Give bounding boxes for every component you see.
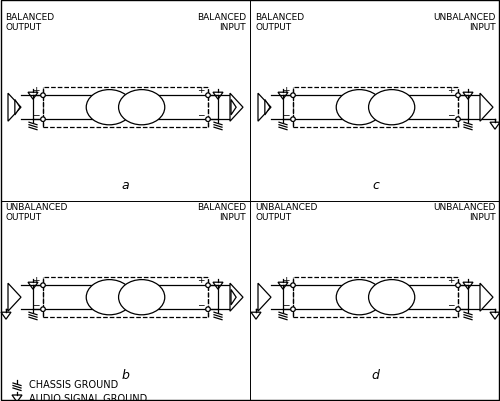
Circle shape xyxy=(456,94,460,98)
Polygon shape xyxy=(265,100,270,115)
Circle shape xyxy=(40,94,46,98)
Text: −: − xyxy=(448,300,455,308)
Text: −: − xyxy=(197,300,205,308)
Circle shape xyxy=(40,283,46,288)
Polygon shape xyxy=(258,284,271,312)
Text: b: b xyxy=(122,368,130,381)
Text: UNBALANCED
OUTPUT: UNBALANCED OUTPUT xyxy=(255,203,318,222)
Text: c: c xyxy=(372,178,379,192)
Text: d: d xyxy=(372,368,380,381)
Text: −: − xyxy=(32,300,40,308)
Circle shape xyxy=(206,117,210,122)
Polygon shape xyxy=(231,100,236,115)
Text: −: − xyxy=(197,110,205,119)
Text: +: + xyxy=(32,275,40,284)
Circle shape xyxy=(206,307,210,312)
Circle shape xyxy=(456,307,460,312)
Bar xyxy=(293,88,458,128)
Bar xyxy=(43,88,208,128)
Polygon shape xyxy=(230,94,243,122)
Circle shape xyxy=(456,283,460,288)
Polygon shape xyxy=(258,94,271,122)
Text: +: + xyxy=(448,86,455,95)
Polygon shape xyxy=(480,94,493,122)
Ellipse shape xyxy=(86,280,132,315)
Polygon shape xyxy=(8,94,21,122)
Circle shape xyxy=(290,283,296,288)
Text: BALANCED
OUTPUT: BALANCED OUTPUT xyxy=(5,13,54,32)
Ellipse shape xyxy=(368,280,415,315)
Text: AUDIO SIGNAL GROUND: AUDIO SIGNAL GROUND xyxy=(29,393,147,401)
Text: CHASSIS GROUND: CHASSIS GROUND xyxy=(29,379,118,389)
Circle shape xyxy=(40,307,46,312)
Polygon shape xyxy=(15,100,20,115)
Text: +: + xyxy=(32,86,40,95)
Text: +: + xyxy=(282,275,290,284)
Polygon shape xyxy=(230,284,243,312)
Bar xyxy=(293,277,458,318)
Text: +: + xyxy=(197,86,205,95)
Text: +: + xyxy=(282,86,290,95)
Circle shape xyxy=(40,117,46,122)
Polygon shape xyxy=(231,290,236,305)
Text: +: + xyxy=(197,275,205,284)
Text: BALANCED
INPUT: BALANCED INPUT xyxy=(197,13,246,32)
Ellipse shape xyxy=(118,90,165,126)
Circle shape xyxy=(206,283,210,288)
Text: a: a xyxy=(122,178,130,192)
Ellipse shape xyxy=(336,280,382,315)
Ellipse shape xyxy=(118,280,165,315)
Text: −: − xyxy=(32,110,40,119)
Circle shape xyxy=(456,117,460,122)
Text: UNBALANCED
INPUT: UNBALANCED INPUT xyxy=(434,13,496,32)
Circle shape xyxy=(290,117,296,122)
Bar xyxy=(43,277,208,318)
Text: −: − xyxy=(282,110,290,119)
Text: BALANCED
INPUT: BALANCED INPUT xyxy=(197,203,246,222)
Text: −: − xyxy=(448,110,455,119)
Text: BALANCED
OUTPUT: BALANCED OUTPUT xyxy=(255,13,304,32)
Circle shape xyxy=(290,307,296,312)
Text: −: − xyxy=(282,300,290,308)
Polygon shape xyxy=(8,284,21,312)
Text: +: + xyxy=(448,275,455,284)
Ellipse shape xyxy=(368,90,415,126)
Text: UNBALANCED
OUTPUT: UNBALANCED OUTPUT xyxy=(5,203,68,222)
Text: UNBALANCED
INPUT: UNBALANCED INPUT xyxy=(434,203,496,222)
Polygon shape xyxy=(480,284,493,312)
Circle shape xyxy=(206,94,210,98)
Ellipse shape xyxy=(336,90,382,126)
Circle shape xyxy=(290,94,296,98)
Ellipse shape xyxy=(86,90,132,126)
